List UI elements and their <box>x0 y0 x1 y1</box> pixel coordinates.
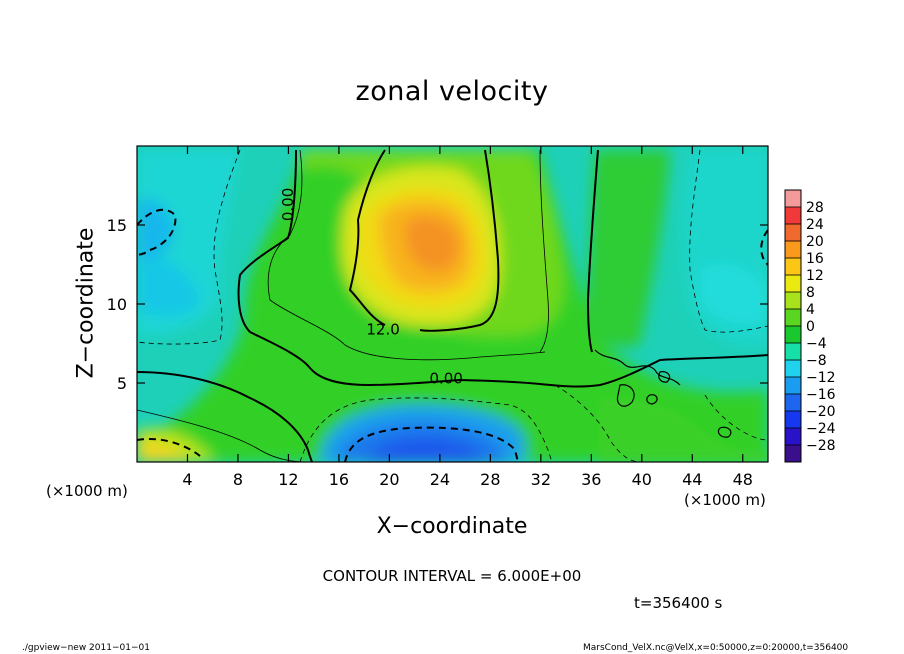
contour-interval-text: CONTOUR INTERVAL = 6.000E+00 <box>322 567 582 585</box>
x-tick-label: 20 <box>379 470 399 489</box>
colorbar-tick-label: −4 <box>806 336 827 352</box>
svg-text:0.00: 0.00 <box>279 188 297 221</box>
y-axis: 5 10 15 <box>107 216 768 393</box>
colorbar-tick-label: 24 <box>806 217 824 233</box>
x-tick-label: 28 <box>480 470 500 489</box>
y-tick-label: 10 <box>107 295 127 314</box>
velocity-field <box>137 146 768 462</box>
colorbar-tick-label: 12 <box>806 268 824 284</box>
colorbar-tick-label: 8 <box>806 285 815 301</box>
colorbar-tick-label: 0 <box>806 319 815 335</box>
colorbar-segment <box>785 241 801 259</box>
x-tick-label: 8 <box>233 470 243 489</box>
colorbar-tick-label: −8 <box>806 353 827 369</box>
colorbar-tick-label: −24 <box>806 421 836 437</box>
colorbar-segment <box>785 360 801 378</box>
contour-label: 0.00 <box>279 188 297 221</box>
contour-label: 0.00 <box>429 369 462 387</box>
x-tick-label: 40 <box>632 470 652 489</box>
x-tick-label: 32 <box>531 470 551 489</box>
colorbar-tick-label: 4 <box>806 302 815 318</box>
colorbar-segment <box>785 445 801 463</box>
colorbar-tick-label: −16 <box>806 387 836 403</box>
x-tick-label: 4 <box>182 470 192 489</box>
time-label: t=356400 s <box>634 594 723 612</box>
colorbar-tick-label: −12 <box>806 370 836 386</box>
colorbar-segment <box>785 326 801 344</box>
contour-labels: 0.00 12.0 0.00 <box>279 188 463 388</box>
x-tick-label: 48 <box>733 470 753 489</box>
x-axis: 4 8 12 16 20 24 28 32 36 40 44 48 <box>182 146 753 489</box>
colorbar-tick-label: −28 <box>806 438 836 454</box>
x-tick-label: 24 <box>430 470 450 489</box>
colorbar-tick-label: 16 <box>806 251 824 267</box>
x-unit-left: (×1000 m) <box>46 482 128 500</box>
colorbar-tick-label: −20 <box>806 404 836 420</box>
colorbar-segment <box>785 224 801 242</box>
chart-title: zonal velocity <box>355 76 549 107</box>
x-tick-label: 44 <box>682 470 702 489</box>
x-tick-label: 16 <box>329 470 349 489</box>
colorbar-segment <box>785 309 801 327</box>
colorbar-segment <box>785 343 801 361</box>
svg-text:12.0: 12.0 <box>366 320 399 338</box>
svg-text:0.00: 0.00 <box>429 369 462 387</box>
colorbar-tick-label: 28 <box>806 200 824 216</box>
colorbar-tick-label: 20 <box>806 234 824 250</box>
colorbar-segment <box>785 275 801 293</box>
footer-right: MarsCond_VelX.nc@VelX,x=0:50000,z=0:2000… <box>583 643 849 653</box>
x-tick-label: 12 <box>278 470 298 489</box>
y-tick-label: 15 <box>107 216 127 235</box>
contour-label: 12.0 <box>366 320 399 338</box>
colorbar-segment <box>785 258 801 276</box>
colorbar-segment <box>785 394 801 412</box>
colorbar-segment <box>785 292 801 310</box>
colorbar-segment <box>785 377 801 395</box>
colorbar-segment <box>785 207 801 225</box>
y-tick-label: 5 <box>117 374 127 393</box>
colorbar-segment <box>785 190 801 208</box>
footer-left: ./gpview−new 2011−01−01 <box>22 643 150 653</box>
colorbar-segment <box>785 411 801 429</box>
x-tick-label: 36 <box>581 470 601 489</box>
y-axis-label: Z−coordinate <box>73 227 99 379</box>
colorbar-segment <box>785 428 801 446</box>
x-unit-right: (×1000 m) <box>684 491 766 509</box>
x-axis-label: X−coordinate <box>376 514 528 539</box>
